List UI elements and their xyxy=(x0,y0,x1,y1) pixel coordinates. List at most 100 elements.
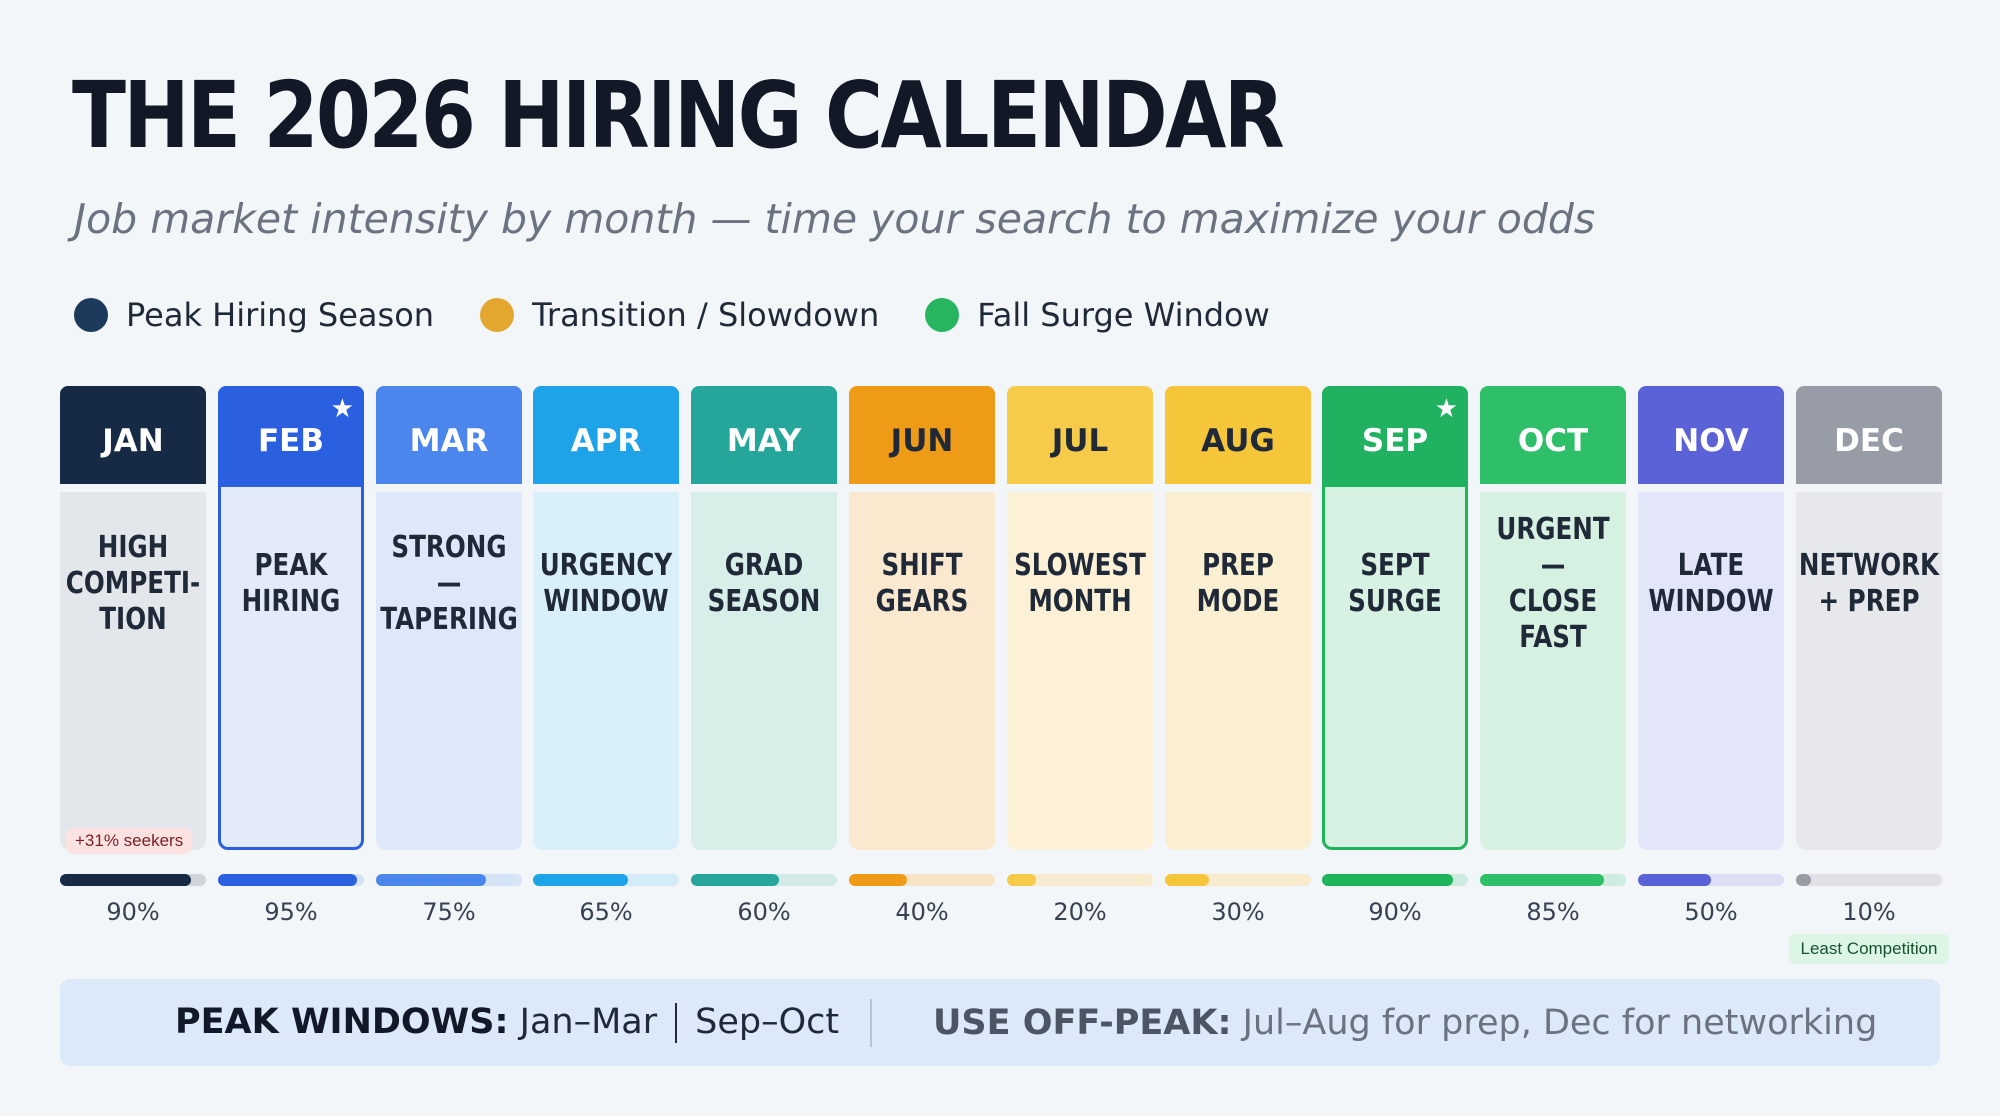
footer-divider xyxy=(870,999,872,1047)
footer-peak-value-1: Jan–Mar xyxy=(519,1002,658,1042)
intensity-value-label: 75% xyxy=(422,898,476,926)
intensity-value-label: 50% xyxy=(1684,898,1738,926)
month-card xyxy=(1007,492,1153,850)
intensity-track xyxy=(1322,874,1468,886)
month-columns: JAN HIGH COMPETI- TION +31% seekers 90% FEB ★… xyxy=(60,386,1949,964)
month-header: MAY xyxy=(691,386,837,484)
intensity-bar-oct xyxy=(1480,874,1604,886)
month-status-text: SLOWEST MONTH xyxy=(1014,548,1146,619)
month-label: JAN xyxy=(102,423,164,459)
seekers-badge: +31% seekers xyxy=(66,828,193,854)
legend: Peak Hiring Season Transition / Slowdown… xyxy=(74,296,1316,334)
month-card xyxy=(1165,492,1311,850)
page-title: THE 2026 HIRING CALENDAR xyxy=(72,62,1285,169)
intensity-track xyxy=(218,874,364,886)
month-header: JUL xyxy=(1007,386,1153,484)
month-label: JUN xyxy=(890,423,954,459)
month-status-text: HIGH COMPETI- TION xyxy=(65,530,201,637)
footer-peak: PEAK WINDOWS: Jan–Mar Sep–Oct xyxy=(175,1002,839,1043)
month-header: OCT xyxy=(1480,386,1626,484)
legend-label-peak: Peak Hiring Season xyxy=(126,296,435,334)
month-card xyxy=(1796,492,1942,850)
month-status-text: STRONG — TAPERING xyxy=(380,530,518,637)
month-header: JUN xyxy=(849,386,995,484)
month-header: APR xyxy=(533,386,679,484)
month-label: MAR xyxy=(409,423,489,459)
star-icon: ★ xyxy=(1434,394,1458,424)
month-status-text: SHIFT GEARS xyxy=(875,548,969,619)
intensity-value-label: 85% xyxy=(1526,898,1580,926)
month-header: NOV xyxy=(1638,386,1784,484)
legend-dot-fall-surge xyxy=(925,298,960,332)
month-header: JAN xyxy=(60,386,206,484)
intensity-value-label: 90% xyxy=(106,898,160,926)
legend-dot-peak xyxy=(74,298,108,332)
intensity-bar-dec xyxy=(1796,874,1811,886)
legend-label-transition: Transition / Slowdown xyxy=(532,296,880,334)
intensity-value-label: 20% xyxy=(1053,898,1107,926)
intensity-track xyxy=(1007,874,1153,886)
month-status-text: PEAK HIRING xyxy=(241,548,341,619)
month-label: DEC xyxy=(1834,423,1904,459)
footer-offpeak-label: USE OFF-PEAK: xyxy=(933,1002,1232,1043)
month-header: MAR xyxy=(376,386,522,484)
intensity-track xyxy=(533,874,679,886)
month-header: SEP ★ xyxy=(1322,386,1468,484)
footer-peak-label: PEAK WINDOWS: xyxy=(175,1002,509,1042)
intensity-track xyxy=(1480,874,1626,886)
intensity-track xyxy=(1165,874,1311,886)
month-card xyxy=(1638,492,1784,850)
month-status-text: PREP MODE xyxy=(1196,548,1280,619)
intensity-bar-feb xyxy=(218,874,357,886)
intensity-track xyxy=(1638,874,1784,886)
intensity-bar-mar xyxy=(376,874,486,886)
month-status-text: SEPT SURGE xyxy=(1348,548,1442,619)
legend-item-transition: Transition / Slowdown xyxy=(480,296,879,334)
month-card xyxy=(849,492,995,850)
month-status-text: GRAD SEASON xyxy=(707,548,821,619)
page-subtitle: Job market intensity by month — time you… xyxy=(74,195,1596,243)
legend-item-peak: Peak Hiring Season xyxy=(74,296,434,334)
intensity-bar-may xyxy=(691,874,779,886)
legend-item-fall-surge: Fall Surge Window xyxy=(925,296,1270,334)
month-label: OCT xyxy=(1517,423,1589,459)
month-status-text: URGENCY WINDOW xyxy=(539,548,673,619)
intensity-value-label: 90% xyxy=(1368,898,1422,926)
intensity-bar-jan xyxy=(60,874,191,886)
star-icon: ★ xyxy=(330,394,354,424)
intensity-bar-aug xyxy=(1165,874,1209,886)
month-label: FEB xyxy=(258,423,324,459)
month-card xyxy=(218,484,364,850)
intensity-track xyxy=(849,874,995,886)
least-competition-badge: Least Competition xyxy=(1789,934,1949,964)
footer-inline-divider xyxy=(675,1003,678,1043)
month-card xyxy=(1480,492,1626,850)
footer-banner: PEAK WINDOWS: Jan–Mar Sep–Oct USE OFF-PEA… xyxy=(60,979,1940,1066)
month-card xyxy=(376,492,522,850)
month-label: AUG xyxy=(1201,423,1275,459)
month-header: DEC xyxy=(1796,386,1942,484)
legend-dot-transition xyxy=(480,298,515,332)
intensity-value-label: 60% xyxy=(737,898,791,926)
footer-offpeak: USE OFF-PEAK: Jul–Aug for prep, Dec for … xyxy=(933,1003,1877,1043)
month-status-text: URGENT — CLOSE FAST xyxy=(1496,512,1610,655)
intensity-bar-apr xyxy=(533,874,628,886)
intensity-value-label: 95% xyxy=(264,898,318,926)
intensity-track xyxy=(691,874,837,886)
intensity-track xyxy=(376,874,522,886)
month-card xyxy=(1322,484,1468,850)
legend-label-fall-surge: Fall Surge Window xyxy=(977,296,1270,334)
month-header: FEB ★ xyxy=(218,386,364,484)
footer-peak-value-2: Sep–Oct xyxy=(695,1002,840,1042)
month-label: MAY xyxy=(726,423,802,459)
intensity-track xyxy=(1796,874,1942,886)
intensity-track xyxy=(60,874,206,886)
intensity-bar-jul xyxy=(1007,874,1036,886)
intensity-value-label: 40% xyxy=(895,898,949,926)
intensity-value-label: 65% xyxy=(579,898,633,926)
month-label: JUL xyxy=(1051,423,1109,459)
intensity-bar-sep xyxy=(1322,874,1453,886)
month-card xyxy=(533,492,679,850)
intensity-bar-jun xyxy=(849,874,907,886)
month-label: APR xyxy=(570,423,642,459)
